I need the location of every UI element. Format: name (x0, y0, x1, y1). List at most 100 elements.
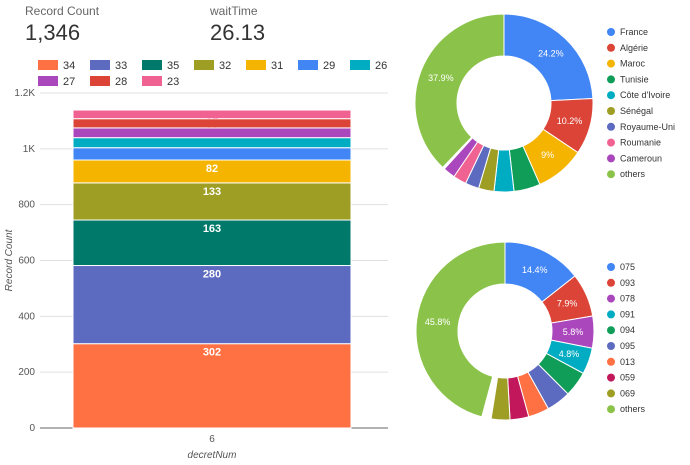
y-tick-label: 0 (29, 423, 35, 434)
legend-label[interactable]: 095 (620, 341, 635, 351)
legend-dot (607, 405, 615, 414)
legend-label[interactable]: 093 (620, 278, 635, 288)
bar-data-label: 44 (206, 149, 219, 161)
scorecard-label: waitTime (210, 4, 258, 18)
legend-label[interactable]: Maroc (620, 59, 646, 69)
pie-data-label: 7.9% (557, 298, 578, 308)
legend-label[interactable]: 013 (620, 357, 635, 367)
pie-slice[interactable] (490, 376, 511, 421)
y-tick-label: 1K (23, 144, 36, 155)
pie-data-label: 24.2% (538, 49, 564, 59)
legend-dot (607, 373, 615, 382)
y-axis-title: Record Count (4, 228, 15, 291)
legend-dot (607, 43, 615, 52)
y-tick-label: 400 (18, 311, 35, 322)
legend-dot (607, 154, 615, 163)
legend-swatch (298, 60, 318, 70)
legend-label[interactable]: 075 (620, 262, 635, 272)
pie-slice[interactable] (415, 241, 506, 418)
legend-dot (607, 107, 615, 115)
legend-dot (607, 263, 615, 271)
legend-label[interactable]: Roumanie (620, 138, 661, 148)
legend-dot (607, 326, 615, 335)
country-donut-chart: 24.2% 10.2% 9% 37.9% France Algérie Maroc Tunis… (414, 13, 675, 193)
stacked-bar-chart: 0 200 400 600 800 1K 1.2K Record Count 6 decretNu… (4, 60, 388, 461)
legend-label[interactable]: others (620, 169, 646, 179)
legend-label[interactable]: Algérie (620, 43, 648, 53)
legend-swatch (90, 60, 110, 70)
legend-label[interactable]: 28 (115, 76, 127, 88)
legend-swatch (350, 60, 370, 70)
bar-segment[interactable] (72, 109, 352, 120)
legend-label[interactable]: 091 (620, 309, 635, 319)
y-tick-label: 200 (18, 367, 35, 378)
legend-swatch (194, 60, 214, 70)
legend-swatch (90, 76, 110, 86)
pie-data-label: 14.4% (522, 265, 548, 275)
bar-data-label: 35 (206, 128, 218, 140)
legend-dot (607, 170, 615, 179)
legend-label[interactable]: 078 (620, 294, 635, 304)
legend-swatch (142, 60, 162, 70)
legend-dot (607, 310, 615, 319)
bar-data-label: 280 (203, 269, 221, 281)
legend-label[interactable]: 26 (375, 60, 387, 72)
legend-label[interactable]: 094 (620, 325, 635, 335)
legend-label[interactable]: 27 (63, 76, 75, 88)
pie-data-label: 45.8% (425, 317, 451, 327)
x-tick-label: 6 (209, 434, 215, 445)
legend-label[interactable]: 069 (620, 388, 635, 398)
scorecard-value: 26.13 (210, 20, 266, 45)
y-tick-label: 1.2K (14, 88, 35, 99)
legend-label[interactable]: 33 (115, 60, 127, 72)
legend-label[interactable]: Sénégal (620, 106, 653, 116)
legend-label[interactable]: Cameroun (620, 153, 662, 163)
bar-data-label: 33 (206, 118, 218, 130)
pie-data-label: 4.8% (559, 349, 580, 359)
legend-dot (607, 278, 615, 287)
pie-slice[interactable] (414, 13, 505, 169)
legend-label[interactable]: 32 (219, 60, 231, 72)
pie-data-label: 10.2% (557, 116, 583, 126)
bar-segment[interactable] (72, 343, 352, 429)
bar-data-label: 163 (203, 223, 221, 235)
y-tick-label: 800 (18, 200, 35, 211)
legend-dot (607, 28, 615, 36)
bar-data-label: 82 (206, 163, 218, 175)
scorecard-value: 1,346 (25, 20, 81, 45)
legend-dot (607, 389, 615, 398)
scorecard-wait-time: waitTime 26.13 (210, 4, 265, 46)
scorecard-record-count: Record Count 1,346 (25, 4, 99, 46)
legend-dot (607, 122, 615, 131)
legend-dot (607, 342, 615, 350)
pie-data-label: 37.9% (428, 73, 454, 83)
bar-segment[interactable] (72, 182, 352, 221)
pie-data-label: 9% (541, 150, 554, 160)
legend-label[interactable]: 059 (620, 373, 635, 383)
legend-label[interactable]: France (620, 27, 648, 37)
legend-label[interactable]: 23 (167, 76, 179, 88)
pie-data-label: 5.8% (563, 327, 584, 337)
bar-data-label: 133 (203, 186, 221, 198)
scorecard-label: Record Count (25, 4, 100, 18)
legend-swatch (142, 76, 162, 86)
legend-swatch (38, 76, 58, 86)
legend-label[interactable]: 35 (167, 60, 179, 72)
legend-label[interactable]: Royaume-Uni (620, 122, 675, 132)
legend-dot (607, 294, 615, 303)
pie-slice[interactable] (503, 13, 594, 102)
y-tick-label: 600 (18, 256, 35, 267)
bar-data-label: 302 (203, 347, 221, 359)
legend-label[interactable]: others (620, 404, 646, 414)
legend-swatch (38, 60, 58, 70)
legend-label[interactable]: Côte d'Ivoire (620, 90, 670, 100)
legend-label[interactable]: 29 (323, 60, 335, 72)
legend-label[interactable]: 34 (63, 60, 75, 72)
legend-label[interactable]: Tunisie (620, 74, 649, 84)
bar-data-label: 31 (206, 109, 218, 121)
legend-dot (607, 357, 615, 366)
legend-dot (607, 75, 615, 84)
x-axis-title: decretNum (188, 450, 237, 461)
pie-slice[interactable] (443, 137, 479, 178)
legend-label[interactable]: 31 (271, 60, 283, 72)
